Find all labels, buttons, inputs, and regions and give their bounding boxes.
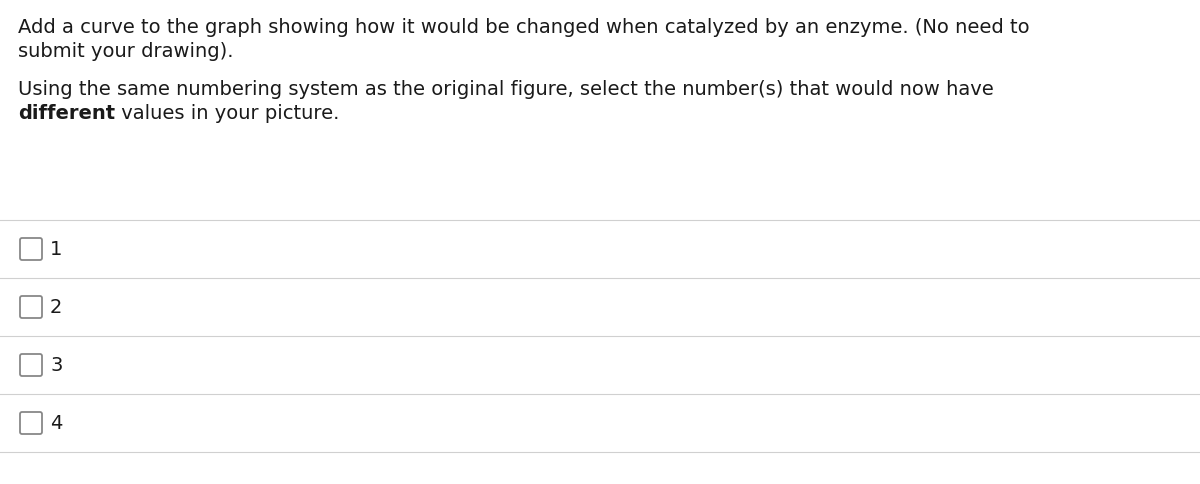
FancyBboxPatch shape xyxy=(20,238,42,260)
Text: Using the same numbering system as the original figure, select the number(s) tha: Using the same numbering system as the o… xyxy=(18,80,994,99)
Text: 1: 1 xyxy=(50,240,62,259)
Text: 3: 3 xyxy=(50,356,62,375)
FancyBboxPatch shape xyxy=(20,412,42,434)
Text: values in your picture.: values in your picture. xyxy=(115,104,340,123)
FancyBboxPatch shape xyxy=(20,354,42,376)
Text: different: different xyxy=(18,104,115,123)
FancyBboxPatch shape xyxy=(20,296,42,318)
Text: 4: 4 xyxy=(50,414,62,433)
Text: 2: 2 xyxy=(50,298,62,317)
Text: Add a curve to the graph showing how it would be changed when catalyzed by an en: Add a curve to the graph showing how it … xyxy=(18,18,1030,37)
Text: submit your drawing).: submit your drawing). xyxy=(18,42,234,61)
